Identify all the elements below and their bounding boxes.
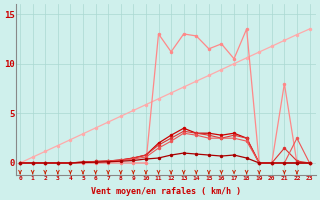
X-axis label: Vent moyen/en rafales ( km/h ): Vent moyen/en rafales ( km/h ) [91,187,241,196]
